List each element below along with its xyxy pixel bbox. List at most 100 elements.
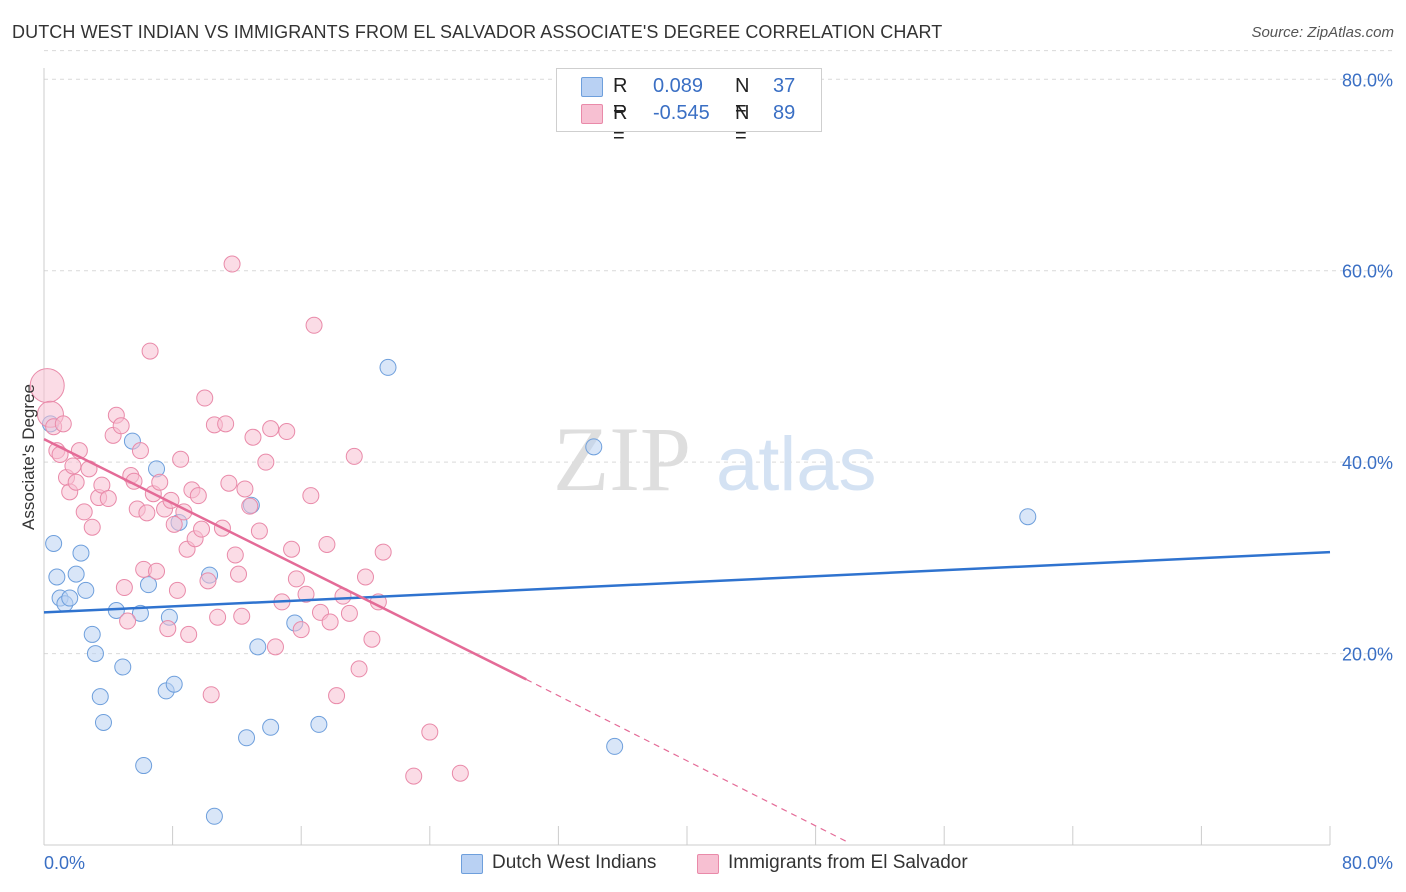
y-tick-label: 40.0% [1342,453,1393,473]
blue-data-point [45,535,63,552]
pink-data-point [99,490,117,508]
pink-data-point [226,546,244,564]
pink-data-point [209,608,227,626]
pink-data-point [451,764,469,782]
pink-data-point [165,515,183,533]
pink-data-point [64,457,82,475]
pink-data-point [405,767,423,785]
pink-data-point [302,487,320,505]
blue-data-point [114,658,132,676]
pink-data-point [340,604,358,622]
pink-trend-line [43,438,527,681]
pink-data-point [196,389,214,407]
pink-data-point [250,522,268,540]
pink-data-point [292,621,310,639]
correlation-legend: R = 0.089 N = 37 R = -0.545 N = 89 [556,68,822,147]
blue-data-point [135,757,153,775]
pink-data-point [180,625,198,643]
blue-data-point [139,576,157,594]
pink-data-point [223,255,241,273]
pink-data-point [357,568,374,586]
legend-r-label: R = [613,75,628,120]
pink-data-point [233,607,251,625]
legend-swatch-blue [581,77,603,97]
chart-source: Source: ZipAtlas.com [1251,24,1394,41]
blue-data-point [72,544,90,562]
blue-data-point [238,729,256,747]
pink-data-point [350,660,368,678]
y-axis-label: Associate's Degree [19,384,38,530]
pink-data-point [148,562,166,580]
pink-data-point [278,423,296,441]
legend-n-value: 89 [773,102,796,124]
blue-data-point [131,604,149,622]
legend-n-label: N = [735,75,750,120]
pink-data-point [257,453,275,471]
watermark-atlas: atlas [716,422,877,507]
pink-data-point [112,417,130,435]
blue-data-point [77,581,95,599]
legend-n-label: N = [735,102,750,147]
pink-data-point [230,565,248,583]
pink-data-point [321,613,339,631]
pink-trend-extension [525,678,849,843]
blue-data-point [310,715,328,733]
pink-data-point [159,620,177,638]
blue-data-point [262,718,280,736]
pink-data-point [75,503,93,521]
pink-data-point [421,723,439,741]
pink-data-point [374,543,392,561]
blue-data-point [61,589,79,607]
pink-data-point [241,497,259,515]
pink-data-point [189,487,207,505]
pink-data-point [266,638,284,656]
y-tick-label: 60.0% [1342,262,1393,282]
blue-data-point [67,565,85,583]
legend-r-value: -0.545 [653,102,710,124]
legend-label: Dutch West Indians [492,852,657,873]
pink-data-point [199,572,217,590]
pink-data-point [193,520,211,538]
blue-data-point [585,438,603,456]
pink-data-point [172,450,190,468]
blue-data-point [83,625,101,643]
pink-data-point [287,570,305,588]
blue-data-point [606,737,624,755]
pink-data-point [363,630,381,648]
pink-data-point [297,585,315,603]
pink-data-point [318,535,336,553]
pink-data-point [244,428,262,446]
pink-data-point [168,581,186,599]
legend-swatch-blue [461,854,483,874]
pink-data-point [202,686,220,704]
x-tick-label-max: 80.0% [1342,853,1393,873]
pink-data-point [141,342,159,360]
labels-layer: Associate's Degree 0.0% 80.0% 20.0% 40.0%… [19,70,1393,873]
trend-layer [43,438,1331,843]
pink-data-point [328,687,346,705]
x-tick-label-min: 0.0% [44,853,85,873]
pink-data-point [115,579,133,597]
blue-data-point [1019,508,1037,526]
pink-data-point [220,474,238,492]
chart-title: DUTCH WEST INDIAN VS IMMIGRANTS FROM EL … [12,22,943,42]
pink-data-point [54,415,72,433]
pink-data-point [138,504,156,522]
legend-swatch-pink [581,104,603,124]
watermark: ZIP atlas [553,408,877,510]
blue-data-point [165,675,183,693]
blue-data-point [86,645,104,663]
pink-data-point [345,447,363,465]
y-tick-label: 80.0% [1342,70,1393,90]
axis-layer [43,68,1330,846]
pink-data-point [236,480,254,498]
blue-data-point [379,358,397,376]
blue-data-point [91,688,109,706]
pink-data-point [217,415,235,433]
pink-data-point [83,518,101,536]
pink-data-point [131,442,149,460]
pink-data-point [262,420,280,438]
y-tick-label: 20.0% [1342,645,1393,665]
pink-data-point [119,612,137,630]
